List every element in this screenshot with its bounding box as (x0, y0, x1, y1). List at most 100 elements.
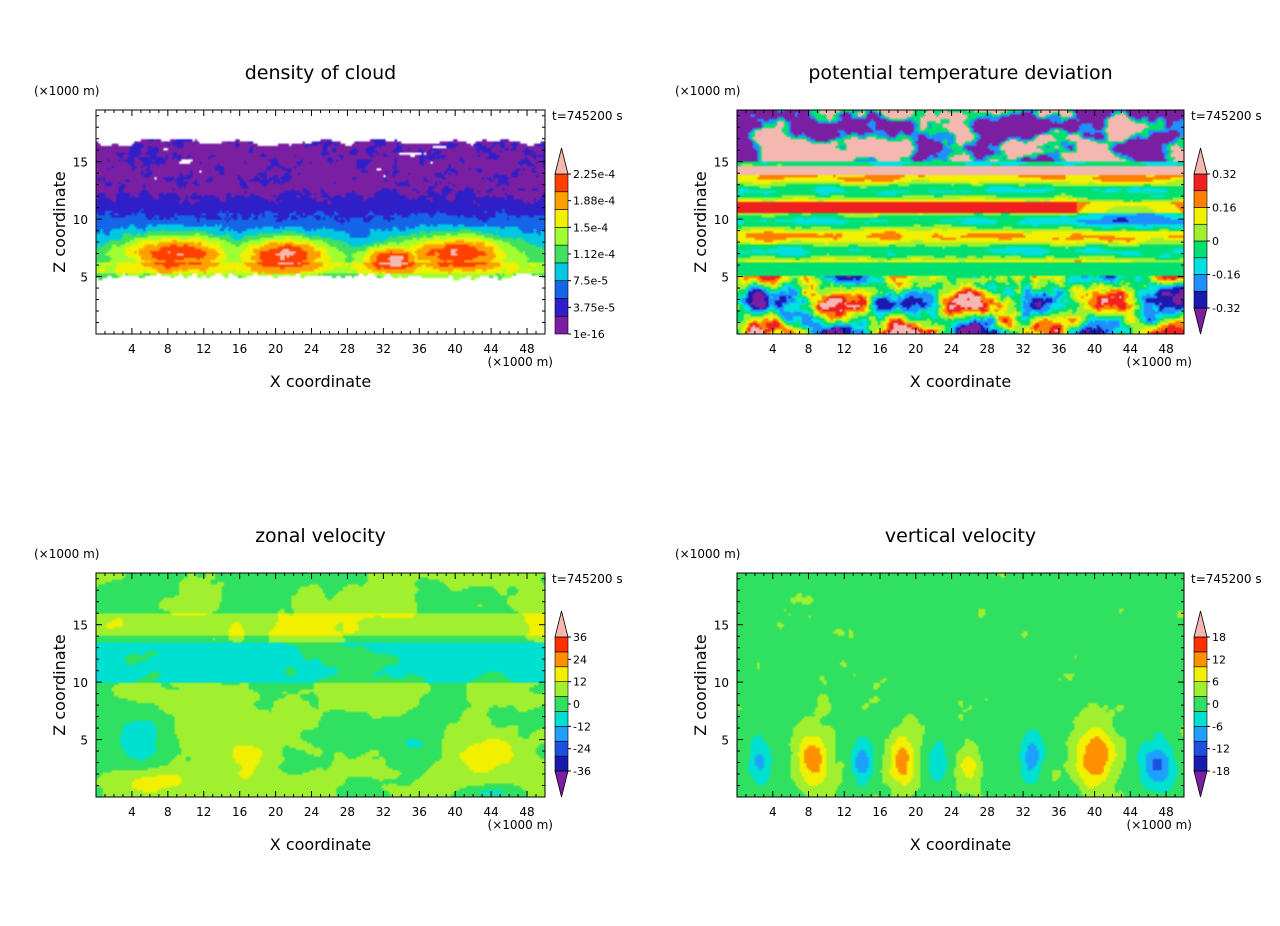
x-tick-label: 28 (980, 805, 995, 819)
colorbar-swatch (554, 696, 569, 712)
x-tick-label: 40 (1087, 805, 1102, 819)
x-tick-label: 8 (805, 805, 813, 819)
x-unit-label: (×1000 m) (488, 355, 553, 369)
x-axis-label: X coordinate (270, 372, 371, 391)
colorbar-label: 1.5e-4 (573, 221, 608, 234)
colorbar-swatch (554, 280, 569, 299)
cloud-density-field (96, 110, 545, 334)
x-tick-label: 28 (340, 805, 355, 819)
colorbar: -36 -24 -12 0 12 24 36 (554, 610, 591, 798)
colorbar-label: -6 (1212, 720, 1223, 733)
colorbar-label: -24 (573, 743, 591, 756)
x-tick-label: 28 (340, 342, 355, 356)
x-tick-label: 24 (944, 805, 959, 819)
x-tick-label: 36 (1051, 805, 1066, 819)
colorbar-label: -12 (1212, 743, 1230, 756)
x-tick-label: 20 (908, 342, 923, 356)
x-unit-label: (×1000 m) (1127, 355, 1192, 369)
x-tick-label: 20 (268, 805, 283, 819)
x-tick-label: 36 (1051, 342, 1066, 356)
panel-title: potential temperature deviation (808, 62, 1112, 84)
x-tick-label: 44 (1123, 342, 1138, 356)
x-tick-label: 36 (412, 805, 427, 819)
x-tick-label: 32 (1015, 805, 1030, 819)
x-tick-label: 44 (483, 805, 498, 819)
y-tick-label: 15 (73, 156, 88, 170)
y-tick-label: 5 (721, 271, 729, 285)
colorbar-swatch (554, 262, 569, 281)
x-tick-label: 8 (164, 342, 172, 356)
x-tick-label: 12 (196, 805, 211, 819)
y-unit-label: (×1000 m) (675, 547, 740, 561)
x-axis-label: X coordinate (910, 372, 1011, 391)
colorbar: -0.32 -0.16 0 0.16 0.32 (1193, 147, 1240, 335)
x-tick-label: 44 (483, 342, 498, 356)
colorbar-label: 36 (573, 631, 587, 644)
colorbar-label: -0.32 (1212, 302, 1240, 315)
y-axis-label: Z coordinate (691, 171, 710, 272)
zonal-velocity-field (96, 573, 545, 797)
x-tick-label: 48 (1158, 805, 1173, 819)
x-tick-label: 4 (769, 342, 777, 356)
x-tick-label: 28 (980, 342, 995, 356)
colorbar-swatch (554, 315, 569, 335)
colorbar-label: 1.88e-4 (573, 195, 615, 208)
panel-title: vertical velocity (885, 525, 1036, 547)
colorbar-arrow-high (554, 147, 569, 175)
x-tick-label: 48 (1158, 342, 1173, 356)
colorbar-swatch (1193, 290, 1208, 309)
colorbar-label: 1e-16 (573, 328, 605, 341)
x-tick-label: 4 (128, 805, 136, 819)
colorbar-swatch (1193, 223, 1208, 242)
colorbar-swatch (1193, 173, 1208, 192)
colorbar-swatch (1193, 755, 1208, 772)
colorbar-label: -36 (573, 765, 591, 778)
colorbar-swatch (1193, 190, 1208, 208)
colorbar-swatch (554, 711, 569, 727)
vertical-velocity-field (737, 573, 1184, 797)
colorbar-label: 3.75e-5 (573, 301, 615, 314)
colorbar-swatch (554, 636, 569, 653)
colorbar-label: 12 (1212, 653, 1226, 666)
y-tick-label: 5 (721, 734, 729, 748)
colorbar-swatch (554, 244, 569, 264)
colorbar-swatch (1193, 636, 1208, 653)
x-tick-label: 8 (805, 342, 813, 356)
colorbar-swatch (554, 227, 569, 246)
x-tick-label: 16 (232, 342, 247, 356)
colorbar-swatch (554, 681, 569, 697)
x-tick-label: 24 (944, 342, 959, 356)
y-axis-label: Z coordinate (50, 634, 69, 735)
colorbar-label: -12 (573, 720, 591, 733)
colorbar-arrow-low (1193, 307, 1208, 335)
x-tick-label: 40 (448, 805, 463, 819)
colorbar-arrow-high (1193, 147, 1208, 175)
colorbar-swatch (1193, 740, 1208, 757)
x-tick-label: 16 (872, 342, 887, 356)
time-label: t=745200 s (1191, 572, 1262, 586)
colorbar-label: 1.12e-4 (573, 248, 615, 261)
x-tick-label: 12 (196, 342, 211, 356)
x-tick-label: 24 (304, 342, 319, 356)
y-tick-label: 15 (714, 619, 729, 633)
y-unit-label: (×1000 m) (34, 84, 99, 98)
x-tick-label: 16 (232, 805, 247, 819)
y-unit-label: (×1000 m) (34, 547, 99, 561)
colorbar-swatch (554, 651, 569, 668)
x-tick-label: 40 (1087, 342, 1102, 356)
x-tick-label: 32 (1015, 342, 1030, 356)
x-tick-label: 32 (376, 805, 391, 819)
colorbar-swatch (554, 726, 569, 742)
colorbar-label: 7.5e-5 (573, 275, 608, 288)
time-label: t=745200 s (1191, 109, 1262, 123)
colorbar-swatch (554, 209, 569, 228)
colorbar-label: 0 (573, 698, 580, 711)
x-tick-label: 36 (412, 342, 427, 356)
colorbar-label: 12 (573, 676, 587, 689)
x-tick-label: 16 (872, 805, 887, 819)
colorbar-label: 0.16 (1212, 202, 1237, 215)
